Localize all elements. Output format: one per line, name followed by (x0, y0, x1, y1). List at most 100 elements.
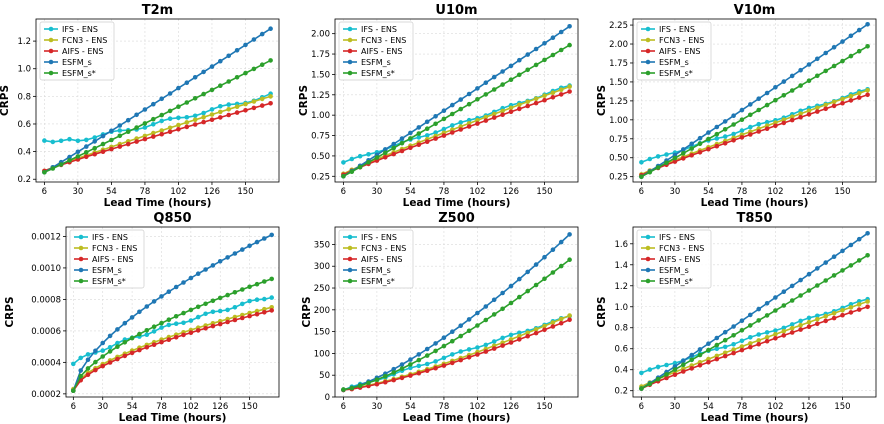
data-point (655, 165, 661, 170)
data-point (865, 44, 870, 49)
data-point (773, 97, 778, 103)
data-point (225, 255, 230, 260)
data-point (781, 325, 787, 331)
data-point (122, 353, 128, 359)
data-point (722, 350, 728, 356)
data-point (714, 342, 720, 348)
data-point (78, 368, 83, 373)
series-esfm-s- (341, 42, 572, 179)
series-line (343, 314, 570, 391)
series-ifs-ens (639, 296, 870, 376)
data-point (558, 87, 564, 92)
data-point (383, 155, 388, 160)
data-point (433, 136, 438, 141)
data-point (366, 152, 371, 157)
data-point (706, 130, 711, 135)
data-point (450, 102, 455, 108)
data-point (433, 341, 438, 346)
panel-u10m: 6 30 54 78 102 126 150 0.25 0.50 0.75 1.00 1.25 1.50… (298, 3, 579, 209)
data-point (550, 270, 556, 275)
data-point (840, 58, 845, 64)
legend-marker (347, 26, 353, 32)
x-tick-label: 6 (639, 187, 644, 197)
data-point (798, 67, 803, 73)
legend-marker (48, 59, 54, 65)
y-tick-label: 1.6 (614, 240, 628, 250)
data-point (748, 112, 753, 118)
data-point (840, 100, 845, 106)
data-point (424, 353, 430, 358)
legend-label: ESFM_s* (361, 69, 395, 78)
series-aifs-ens (341, 89, 572, 177)
legend-marker (645, 48, 651, 54)
data-point (748, 335, 753, 340)
data-point (823, 318, 828, 324)
data-point (672, 372, 678, 378)
data-point (781, 79, 787, 84)
data-point (664, 160, 669, 166)
data-point (181, 280, 186, 285)
data-point (433, 130, 438, 135)
data-point (500, 335, 505, 341)
data-point (458, 97, 464, 102)
x-tick-label: 150 (834, 187, 850, 197)
series-esfm-s (341, 24, 572, 179)
data-point (517, 106, 522, 112)
y-tick-label: 1.50 (609, 78, 628, 88)
data-point (748, 312, 753, 318)
data-point (349, 385, 355, 391)
legend-marker (48, 48, 54, 54)
data-point (856, 48, 862, 54)
data-point (672, 367, 678, 372)
data-point (550, 95, 556, 100)
data-point (789, 88, 795, 93)
data-point (254, 239, 260, 245)
series-line (641, 300, 868, 388)
data-point (181, 332, 186, 338)
data-point (483, 349, 489, 354)
legend-marker (347, 234, 353, 240)
data-point (815, 313, 820, 319)
data-point (865, 92, 870, 98)
y-tick-label: 1.4 (614, 261, 628, 271)
data-point (262, 236, 267, 241)
data-point (731, 333, 736, 338)
legend: IFS - ENS FCN3 - ENS AIFS - ENS ESFM_s ESFM_… (636, 21, 712, 81)
y-tick-label: 1.25 (311, 91, 330, 101)
y-tick-label: 1.00 (311, 111, 330, 121)
data-point (357, 164, 363, 170)
legend-label: AIFS - ENS (659, 47, 700, 56)
data-point (840, 96, 845, 102)
y-tick-label: 0.6 (17, 120, 31, 130)
data-point (166, 322, 172, 328)
data-point (144, 345, 150, 350)
data-point (681, 147, 686, 152)
series-esfm-s (42, 26, 273, 175)
data-point (84, 137, 89, 143)
data-point (567, 232, 572, 237)
legend-box (636, 229, 712, 289)
data-point (117, 123, 123, 128)
data-point (689, 357, 694, 363)
data-point (232, 317, 238, 323)
series-line (640, 232, 869, 390)
data-point (840, 308, 845, 313)
data-point (681, 358, 686, 364)
data-point (399, 140, 405, 146)
data-point (192, 117, 198, 123)
legend-label: ESFM_s (92, 266, 122, 275)
data-point (374, 155, 380, 160)
legend-label: IFS - ENS (659, 25, 695, 34)
data-point (714, 335, 720, 341)
data-point (458, 106, 464, 112)
data-point (764, 313, 770, 318)
data-point (655, 154, 661, 159)
data-point (739, 338, 745, 344)
data-point (391, 370, 397, 375)
data-point (254, 311, 260, 317)
data-point (159, 131, 164, 137)
data-point (475, 310, 480, 316)
data-point (475, 345, 480, 350)
data-point (450, 352, 455, 357)
data-point (176, 104, 181, 109)
